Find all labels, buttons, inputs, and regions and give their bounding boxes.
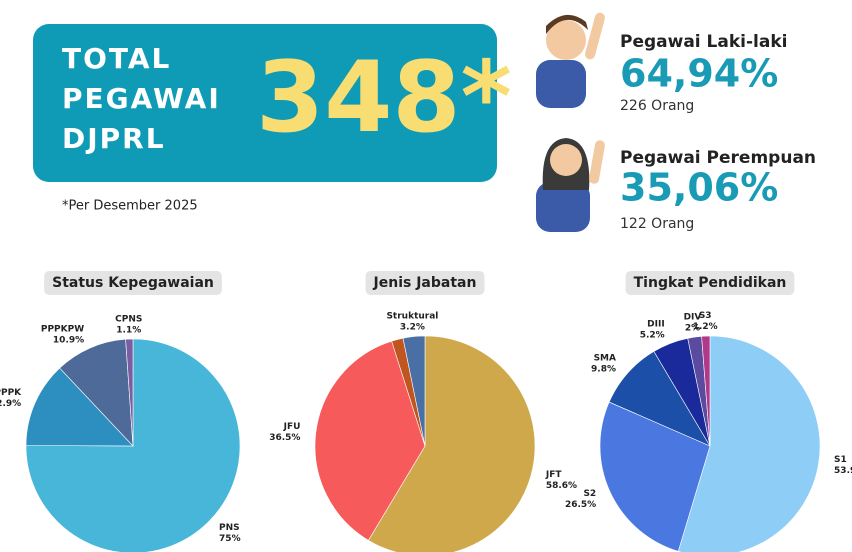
pie-slice	[125, 338, 134, 447]
pie-slice	[314, 340, 426, 541]
male-icon	[536, 12, 605, 108]
slice-value: 36.5%	[269, 433, 300, 443]
slice-label: CPNS	[115, 315, 142, 325]
slice-label: S1	[834, 455, 847, 465]
slice-value: 1.2%	[693, 322, 718, 332]
slice-label: DIV	[684, 312, 702, 322]
slice-label: JFU	[283, 422, 301, 432]
chart-title-bg	[365, 271, 485, 295]
slice-label: Struktural	[386, 312, 438, 322]
pie-slice	[368, 335, 536, 552]
slice-value: 12.9%	[0, 399, 21, 409]
chart-title-bg	[625, 271, 795, 295]
pie-slice	[677, 335, 821, 552]
slice-value: 10.9%	[53, 336, 84, 346]
male-count: 226 Orang	[620, 98, 694, 114]
female-percent: 35,06%	[620, 166, 778, 210]
female-title: Pegawai Perempuan	[620, 148, 816, 168]
slice-value: 75%	[219, 534, 241, 544]
female-count: 122 Orang	[620, 216, 694, 232]
slice-value: 2%	[685, 323, 700, 333]
slice-value: 1.1%	[116, 326, 141, 336]
male-title: Pegawai Laki-laki	[620, 32, 787, 52]
chart-title: Jenis Jabatan	[373, 275, 477, 291]
chart-title-bg	[44, 271, 222, 295]
total-label: PEGAWAI	[62, 82, 221, 115]
pie-slice	[59, 338, 134, 447]
slice-label: PNS	[219, 523, 240, 533]
slice-label: S3	[699, 311, 712, 321]
pie-slice	[599, 401, 711, 552]
chart-title: Status Kepegawaian	[52, 275, 214, 291]
chart-title: Tingkat Pendidikan	[634, 275, 787, 291]
slice-value: 5.2%	[640, 331, 665, 341]
slice-label: SMA	[594, 354, 616, 364]
total-label: DJPRL	[62, 122, 166, 155]
pie-slice	[402, 335, 426, 447]
pie-slice	[25, 338, 241, 552]
slice-label: JFT	[545, 470, 562, 480]
note: *Per Desember 2025	[62, 199, 198, 214]
pie-slice	[25, 367, 134, 447]
slice-label: PPPK	[0, 388, 22, 398]
slice-label: S2	[583, 489, 596, 499]
total-label: TOTAL	[62, 42, 171, 75]
female-icon	[536, 138, 605, 232]
slice-value: 3.2%	[400, 323, 425, 333]
slice-label: PPPKPW	[41, 325, 84, 335]
total-value: 348*	[256, 41, 512, 155]
slice-value: 26.5%	[565, 500, 596, 510]
slice-value: 9.8%	[591, 365, 616, 375]
slice-value: 53.9%	[834, 466, 852, 476]
slice-value: 58.6%	[546, 481, 577, 491]
slice-label: DIII	[647, 320, 665, 330]
pie-slice	[701, 335, 711, 447]
total-box	[33, 24, 497, 182]
male-percent: 64,94%	[620, 52, 778, 96]
